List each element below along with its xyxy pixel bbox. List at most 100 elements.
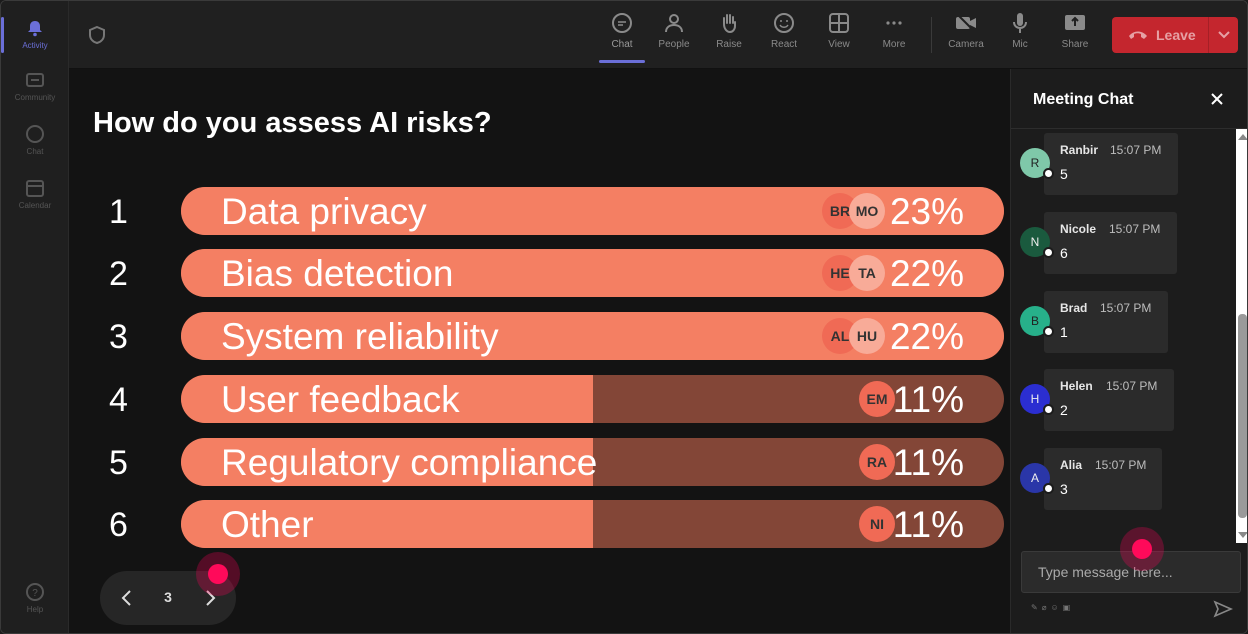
poll-option: 6 Other NI 11% xyxy=(93,500,1004,548)
presence-dot xyxy=(1043,404,1054,415)
rail-item-community[interactable]: Community xyxy=(1,61,69,111)
format-toolbar: ✎ ⌀ ☺ ▣ xyxy=(1031,603,1070,612)
poll-option: 5 Regulatory compliance RA 11% xyxy=(93,438,1004,486)
option-percent: 11% xyxy=(892,442,964,483)
rail-label: Activity xyxy=(22,41,48,50)
option-percent: 23% xyxy=(889,191,964,232)
emoji-icon[interactable]: ☺ xyxy=(1050,603,1059,612)
toolbar-divider xyxy=(931,17,932,53)
message-time: 15:07 PM xyxy=(1100,301,1152,315)
poll-option: 4 User feedback EM 11% xyxy=(93,375,1004,423)
calendar-icon xyxy=(25,178,45,198)
sender-name: Alia xyxy=(1060,458,1083,472)
option-number: 5 xyxy=(109,444,128,482)
rail-item-calendar[interactable]: Calendar xyxy=(1,169,69,219)
voter-avatar: TA xyxy=(849,255,885,291)
voter-avatar: AL xyxy=(822,318,858,354)
message-text: 5 xyxy=(1060,166,1068,182)
message-list: R Ranbir 15:07 PM 5 N Nicole 15:07 PM 6 B Brad 15:… xyxy=(1011,129,1236,543)
format-icon[interactable]: ✎ xyxy=(1031,603,1038,612)
option-number: 4 xyxy=(109,381,128,419)
gif-icon[interactable]: ▣ xyxy=(1062,603,1071,612)
react-button-label: React xyxy=(770,39,798,50)
attach-icon[interactable]: ⌀ xyxy=(1041,603,1047,612)
result-bar: Bias detection HE TA 22% xyxy=(181,249,1004,297)
voter-avatar: HU xyxy=(849,318,885,354)
scroll-up-icon[interactable] xyxy=(1238,134,1247,140)
message-time: 15:07 PM xyxy=(1110,143,1162,157)
presence-dot xyxy=(1043,168,1054,179)
chat-icon xyxy=(610,11,634,35)
pointer-indicator xyxy=(1120,527,1164,571)
meeting-toolbar: Chat People Raise React View xyxy=(69,1,1247,69)
send-icon[interactable] xyxy=(1213,599,1233,619)
presence-dot xyxy=(1043,247,1054,258)
option-number: 2 xyxy=(109,255,128,293)
voter-avatar: RA xyxy=(859,444,895,480)
message-text: 3 xyxy=(1060,481,1068,497)
svg-text:?: ? xyxy=(32,588,38,599)
hand-icon xyxy=(717,11,741,35)
option-percent: 22% xyxy=(889,316,964,357)
rail-item-help[interactable]: ? Help xyxy=(1,573,69,623)
camera-off-icon xyxy=(954,11,978,35)
share-button[interactable]: Share xyxy=(1050,11,1100,61)
poll-option: 2 Bias detection HE TA 22% xyxy=(93,249,1004,297)
message-text: 6 xyxy=(1060,245,1068,261)
mic-button-label: Mic xyxy=(1012,39,1028,50)
option-number: 6 xyxy=(109,506,128,544)
result-bar: Regulatory compliance RA 11% xyxy=(181,438,1004,486)
raise-hand-button[interactable]: Raise xyxy=(704,11,754,61)
message-time: 15:07 PM xyxy=(1095,458,1147,472)
option-label: Regulatory compliance xyxy=(221,442,598,483)
mic-button[interactable]: Mic xyxy=(995,11,1045,61)
message-input[interactable]: Type message here... xyxy=(1021,551,1241,593)
voter-avatar: NI xyxy=(859,506,895,542)
react-button[interactable]: React xyxy=(759,11,809,61)
raise-button-label: Raise xyxy=(716,39,742,50)
message-time: 15:07 PM xyxy=(1106,379,1158,393)
sender-name: Brad xyxy=(1060,301,1088,315)
camera-button[interactable]: Camera xyxy=(941,11,991,61)
chat-icon xyxy=(25,124,45,144)
rail-item-activity[interactable]: Activity xyxy=(1,9,69,59)
close-icon[interactable] xyxy=(1209,91,1225,107)
sender-name: Nicole xyxy=(1060,222,1097,236)
scroll-down-icon[interactable] xyxy=(1238,532,1247,538)
message-time: 15:07 PM xyxy=(1109,222,1161,236)
smiley-icon xyxy=(772,11,796,35)
leave-button[interactable]: Leave xyxy=(1112,17,1238,53)
voter-avatar: EM xyxy=(859,381,895,417)
page-number: 3 xyxy=(164,589,172,605)
rail-label: Chat xyxy=(26,147,44,156)
chat-scrollbar[interactable] xyxy=(1236,129,1247,543)
result-bar: System reliability AL HU 22% xyxy=(181,312,1004,360)
chat-button[interactable]: Chat xyxy=(597,11,647,63)
grid-icon xyxy=(827,11,851,35)
poll-option: 1 Data privacy BR MO 23% xyxy=(93,187,1004,235)
bell-icon xyxy=(25,18,45,38)
phone-hangup-icon xyxy=(1128,28,1148,42)
community-icon xyxy=(25,70,45,90)
chat-message: H Helen 15:07 PM 2 xyxy=(1020,369,1174,431)
chevron-right-icon[interactable] xyxy=(198,586,222,610)
option-label: Other xyxy=(221,504,314,545)
scroll-thumb[interactable] xyxy=(1238,314,1247,518)
more-button[interactable]: More xyxy=(869,11,919,61)
rail-item-chat[interactable]: Chat xyxy=(1,115,69,165)
app-rail: Activity Community Chat Calendar ? Help xyxy=(1,1,69,633)
view-button[interactable]: View xyxy=(814,11,864,61)
option-percent: 22% xyxy=(889,253,964,294)
chevron-left-icon[interactable] xyxy=(115,586,139,610)
sender-name: Ranbir xyxy=(1060,143,1099,157)
people-button-label: People xyxy=(658,39,690,50)
result-bar: Data privacy BR MO 23% xyxy=(181,187,1004,235)
rail-label: Help xyxy=(26,605,44,614)
camera-button-label: Camera xyxy=(948,39,984,50)
result-bar-fill xyxy=(181,375,593,423)
option-number: 3 xyxy=(109,318,128,356)
people-button[interactable]: People xyxy=(649,11,699,61)
message-text: 1 xyxy=(1060,324,1068,340)
shield-icon[interactable] xyxy=(87,25,107,45)
chevron-down-icon[interactable] xyxy=(1208,17,1238,53)
